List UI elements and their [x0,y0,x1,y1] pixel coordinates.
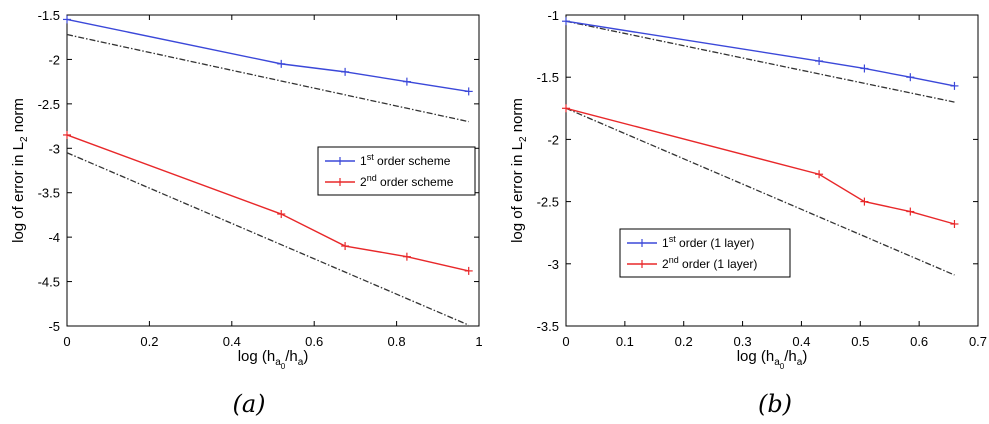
series-line-1 [565,20,955,87]
series-line-1 [66,18,469,93]
data-point-marker [906,73,915,82]
data-point-marker [402,77,411,86]
legend-box [317,146,476,196]
legend-label: 1st order scheme [360,152,451,168]
reference-slope-line [66,33,469,123]
data-point-marker [860,197,869,206]
x-tick-label: 0.2 [675,334,693,349]
reference-slope-line [66,152,469,326]
x-tick-label: 0.6 [910,334,928,349]
x-tick-label: 0 [562,334,569,349]
data-point-marker [63,130,71,139]
reference-slope-line [565,20,955,103]
x-axis-label: log (ha0/ha) [238,348,309,371]
legend-label: 2nd order (1 layer) [662,255,757,271]
data-point-marker [63,15,71,24]
data-point-marker [341,242,350,251]
y-tick-label: -2.5 [38,97,60,112]
y-tick-label: -2.5 [537,195,559,210]
x-tick-label: 0.6 [305,334,323,349]
x-tick-label: 0.1 [616,334,634,349]
y-tick-label: -3.5 [38,186,60,201]
y-tick-label: -1.5 [38,8,60,23]
y-tick-label: -2 [547,132,559,147]
legend: 1st order (1 layer) 2nd order (1 layer) [619,228,791,278]
legend: 1st order scheme 2nd order scheme [317,146,476,196]
y-tick-label: -3 [547,257,559,272]
series-line-2 [565,107,955,225]
chart-panel-b: 0 0.1 0.2 0.3 0.4 0.5 0.6 0.7 -3.5 -3 -2.5 -2 -1.5 -1… [509,8,987,418]
plot-area-frame [565,14,979,327]
x-tick-label: 0.7 [969,334,987,349]
y-tick-label: -3.5 [537,319,559,334]
x-tick-label: 0.4 [792,334,810,349]
chart-panel-a: 0 0.2 0.4 0.6 0.8 1 -5 -4.5 -4 -3.5 -3 -2.5 -2 -1.5 1s… [10,8,483,418]
y-tick-label: -4.5 [38,275,60,290]
plot-area-frame [66,14,480,327]
legend-box [619,228,791,278]
x-tick-label: 0 [63,334,70,349]
data-point-marker [402,252,411,261]
data-point-marker [906,207,915,216]
legend-label: 1st order (1 layer) [662,234,754,250]
y-tick-label: -1 [547,8,559,23]
y-tick-label: -2 [48,52,60,67]
data-point-marker [277,59,286,68]
data-point-marker [860,64,869,73]
x-tick-label: 0.8 [388,334,406,349]
y-axis-label: log of error in L2 norm [509,98,529,243]
y-axis-label: log of error in L2 norm [10,98,30,243]
data-point-marker [277,210,286,219]
y-tick-label: -5 [48,319,60,334]
y-tick-label: -3 [48,141,60,156]
reference-slope-line [565,107,955,276]
x-tick-label: 0.4 [223,334,241,349]
data-point-marker [562,17,570,26]
x-tick-label: 0.5 [851,334,869,349]
data-point-marker [464,87,473,96]
y-tick-label: -1.5 [537,70,559,85]
panel-caption: (a) [232,390,265,418]
data-point-marker [950,219,959,228]
legend-label: 2nd order scheme [360,173,454,189]
data-point-marker [464,266,473,275]
panel-caption: (b) [758,390,792,418]
data-point-marker [562,104,570,113]
data-point-marker [815,57,824,66]
data-point-marker [815,170,824,179]
data-point-marker [950,81,959,90]
x-tick-label: 0.3 [734,334,752,349]
data-point-marker [341,67,350,76]
x-tick-label: 0.2 [140,334,158,349]
x-tick-label: 1 [475,334,482,349]
x-axis-label: log (ha0/ha) [737,348,808,371]
y-tick-label: -4 [48,230,60,245]
